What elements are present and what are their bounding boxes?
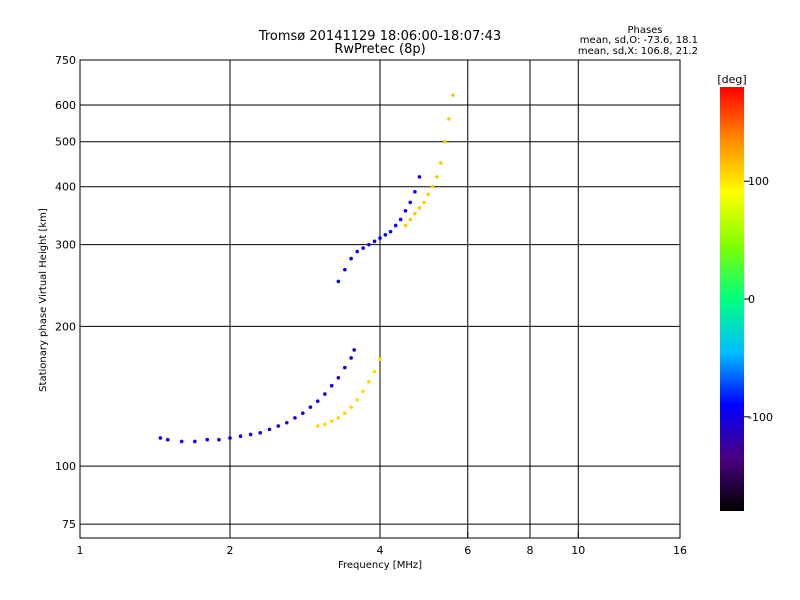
stats-line-x: mean, sd,X: 106.8, 21.2	[578, 46, 698, 57]
data-point	[336, 375, 341, 380]
stats-heading: Phases	[627, 25, 662, 36]
data-point	[323, 422, 327, 427]
y-tick-label: 300	[55, 239, 76, 252]
colorbar-tick-label: 0	[748, 293, 755, 306]
data-point	[301, 411, 305, 416]
data-point	[228, 436, 232, 440]
data-point	[413, 190, 417, 194]
data-point	[158, 436, 163, 440]
axes: 1 2 4 6 8 10 16 75 100 200 300 400 500 600 750	[55, 54, 687, 557]
data-point	[372, 369, 377, 374]
data-point	[393, 223, 398, 228]
data-point	[336, 279, 341, 284]
data-point	[193, 439, 197, 444]
data-point	[293, 416, 297, 420]
x-tick-label: 8	[527, 544, 534, 557]
data-point	[367, 242, 371, 247]
data-point	[336, 416, 341, 420]
data-point	[413, 211, 417, 216]
data-point	[267, 427, 272, 432]
data-point	[426, 192, 431, 197]
data-point	[388, 229, 393, 234]
data-point	[398, 217, 403, 222]
y-tick-label: 750	[55, 54, 76, 67]
data-point	[439, 161, 443, 165]
data-point	[383, 233, 388, 237]
data-point	[349, 405, 353, 409]
data-point	[417, 175, 422, 179]
x-tick-label: 1	[77, 544, 84, 557]
data-point	[434, 175, 439, 179]
data-point	[443, 139, 447, 144]
data-point	[451, 93, 455, 97]
x-tick-label: 2	[227, 544, 234, 557]
x-tick-label: 16	[673, 544, 687, 557]
data-point	[343, 267, 347, 272]
data-point	[276, 424, 281, 428]
y-tick-label: 500	[55, 136, 76, 149]
data-point	[417, 206, 422, 210]
y-tick-label: 100	[55, 460, 76, 473]
data-point	[422, 200, 426, 205]
stats-line-o: mean, sd,O: -73.6, 18.1	[580, 35, 698, 46]
data-point	[248, 432, 253, 437]
y-tick-label: 600	[55, 99, 76, 112]
data-point	[217, 437, 221, 442]
data-point	[355, 397, 359, 402]
data-point	[323, 392, 327, 396]
x-tick-label: 6	[464, 544, 471, 557]
data-point	[179, 439, 184, 444]
x-axis-title: Frequency [MHz]	[338, 560, 422, 571]
data-point	[378, 357, 382, 361]
y-tick-label: 75	[62, 518, 76, 531]
x-tick-label: 10	[571, 544, 585, 557]
data-point	[205, 437, 209, 442]
colorbar-tick-label: -100	[748, 411, 773, 424]
data-point	[403, 208, 408, 213]
data-point	[430, 184, 435, 189]
data-point	[349, 256, 353, 261]
data-point	[372, 239, 377, 244]
data-point	[408, 217, 413, 222]
data-point	[361, 389, 365, 394]
data-points	[158, 93, 455, 444]
data-point	[378, 236, 382, 240]
data-point	[329, 383, 334, 388]
colorbar-label: [deg]	[717, 73, 746, 86]
chart-title: Tromsø 20141129 18:06:00-18:07:43	[258, 29, 501, 44]
data-point	[349, 356, 353, 360]
data-point	[343, 365, 347, 370]
data-point	[403, 223, 408, 228]
x-tick-label: 4	[377, 544, 384, 557]
grid-lines	[80, 59, 680, 538]
colorbar-tick-label: 100	[748, 175, 769, 188]
data-point	[315, 424, 320, 428]
data-point	[361, 246, 365, 250]
data-point	[315, 399, 320, 403]
y-axis-title: Stationary phase Virtual Height [km]	[38, 208, 49, 392]
data-point	[355, 249, 359, 254]
data-point	[367, 379, 371, 384]
data-point	[258, 430, 263, 435]
data-point	[308, 405, 313, 409]
data-point	[352, 348, 356, 352]
data-point	[447, 117, 451, 121]
data-point	[329, 419, 334, 423]
y-tick-label: 400	[55, 181, 76, 194]
data-point	[343, 411, 347, 416]
chart-subtitle: RwPretec (8p)	[334, 42, 425, 57]
data-point	[408, 200, 413, 205]
colorbar-ticks: 100 0 -100	[744, 175, 773, 424]
data-point	[238, 434, 243, 438]
data-point	[284, 420, 289, 425]
y-tick-label: 200	[55, 320, 76, 333]
data-point	[165, 437, 170, 442]
colorbar	[720, 87, 744, 511]
